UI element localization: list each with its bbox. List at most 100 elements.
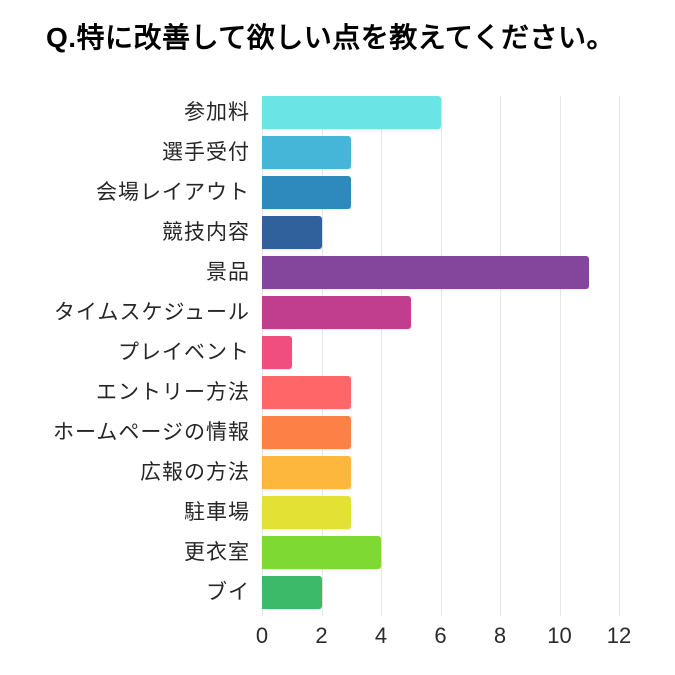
category-label: 競技内容 xyxy=(162,221,250,244)
bar-row: 競技内容 xyxy=(0,216,660,256)
gridline xyxy=(559,136,561,176)
gridline xyxy=(619,536,620,576)
bar xyxy=(262,576,322,609)
gridline xyxy=(440,296,442,336)
gridline xyxy=(381,456,382,496)
gridline xyxy=(381,576,382,616)
bar-track xyxy=(262,296,660,336)
gridline xyxy=(500,536,501,576)
category-label: 会場レイアウト xyxy=(96,181,250,204)
bar-track xyxy=(262,136,660,176)
gridline xyxy=(440,416,442,456)
x-tick-label: 10 xyxy=(547,623,572,648)
gridline xyxy=(381,336,382,376)
category-label: 広報の方法 xyxy=(140,461,250,484)
bar xyxy=(262,136,352,169)
category-label: ホームページの情報 xyxy=(53,421,250,444)
bar-row: 広報の方法 xyxy=(0,456,660,496)
gridline xyxy=(500,176,501,216)
gridline xyxy=(559,416,561,456)
gridline xyxy=(500,376,501,416)
bar-track xyxy=(262,176,660,216)
bar-row: ホームページの情報 xyxy=(0,416,660,456)
chart-title: Q.特に改善して欲しい点を教えてください。 xyxy=(46,22,615,53)
gridline xyxy=(440,376,442,416)
bar xyxy=(262,496,352,529)
gridline xyxy=(381,536,382,576)
gridline xyxy=(559,456,561,496)
gridline xyxy=(559,336,561,376)
bar-track xyxy=(262,216,660,256)
bar-track xyxy=(262,256,660,296)
gridline xyxy=(619,416,620,456)
bar-track xyxy=(262,536,660,576)
bar xyxy=(262,456,352,489)
gridline xyxy=(500,336,501,376)
gridline xyxy=(500,456,501,496)
gridline xyxy=(559,96,561,136)
gridline xyxy=(440,176,442,216)
bar xyxy=(262,216,322,249)
x-tick-label: 8 xyxy=(493,623,507,648)
gridline xyxy=(440,96,442,136)
gridline xyxy=(440,456,442,496)
gridline xyxy=(619,336,620,376)
gridline xyxy=(440,136,442,176)
gridline xyxy=(500,296,501,336)
gridline xyxy=(559,176,561,216)
bar xyxy=(262,176,352,209)
gridline xyxy=(500,416,501,456)
gridline xyxy=(619,176,620,216)
bar xyxy=(262,296,411,329)
bar-track xyxy=(262,416,660,456)
gridline xyxy=(500,136,501,176)
category-label: 景品 xyxy=(206,261,250,284)
bar xyxy=(262,336,292,369)
bar xyxy=(262,96,441,129)
gridline xyxy=(381,136,382,176)
gridline xyxy=(440,496,442,536)
category-label: ブイ xyxy=(206,581,250,604)
gridline xyxy=(619,456,620,496)
bar xyxy=(262,416,352,449)
bar-row: 選手受付 xyxy=(0,136,660,176)
category-label: タイムスケジュール xyxy=(53,301,250,324)
gridline xyxy=(559,216,561,256)
gridline xyxy=(440,576,442,616)
category-label: プレイベント xyxy=(118,341,250,364)
bar xyxy=(262,256,590,289)
bar-row: 駐車場 xyxy=(0,496,660,536)
bar-row: タイムスケジュール xyxy=(0,296,660,336)
bar-track xyxy=(262,96,660,136)
gridline xyxy=(619,256,620,296)
gridline xyxy=(321,576,323,616)
x-axis: 0 2 4 6 8 10 12 xyxy=(256,616,660,652)
category-label: 更衣室 xyxy=(184,541,250,564)
gridline xyxy=(381,496,382,536)
bar-track xyxy=(262,456,660,496)
bar-track xyxy=(262,496,660,536)
bar-row: 参加料 xyxy=(0,96,660,136)
gridline xyxy=(619,296,620,336)
bar-row: 会場レイアウト xyxy=(0,176,660,216)
x-tick-label: 12 xyxy=(606,623,632,648)
gridline xyxy=(619,216,620,256)
gridline xyxy=(321,336,323,376)
gridline xyxy=(559,296,561,336)
gridline xyxy=(321,216,323,256)
category-label: 参加料 xyxy=(184,101,250,124)
gridline xyxy=(440,336,442,376)
bar-row: 更衣室 xyxy=(0,536,660,576)
gridline xyxy=(381,376,382,416)
gridline xyxy=(559,536,561,576)
bar-track xyxy=(262,576,660,616)
gridline xyxy=(440,216,442,256)
bar xyxy=(262,536,381,569)
bar xyxy=(262,376,352,409)
x-tick-label: 6 xyxy=(434,623,447,648)
gridline xyxy=(500,496,501,536)
category-label: エントリー方法 xyxy=(96,381,250,404)
bar-row: ブイ xyxy=(0,576,660,616)
gridline xyxy=(381,216,382,256)
